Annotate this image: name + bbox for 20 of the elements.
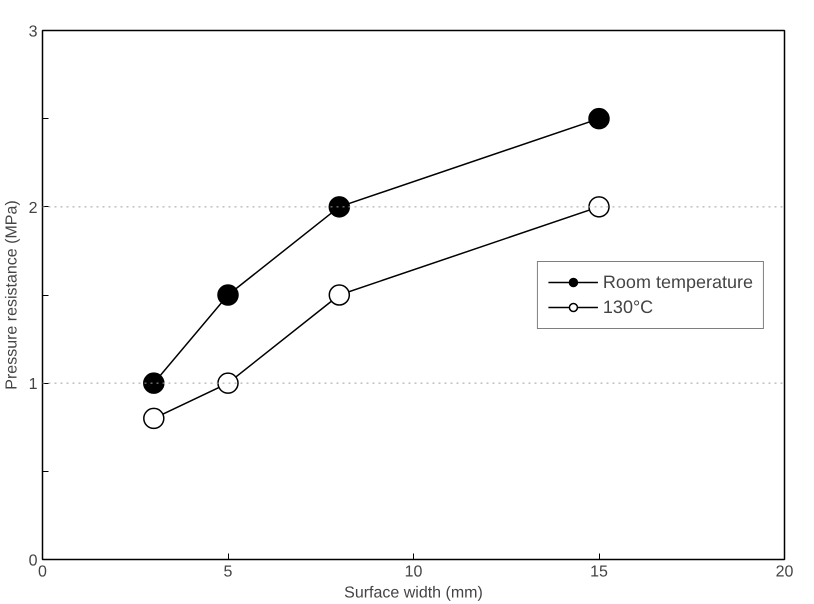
point — [328, 284, 350, 306]
y-tick-label: 0 — [28, 552, 38, 570]
x-tick-label: 10 — [404, 564, 422, 580]
point — [588, 196, 610, 218]
point — [217, 284, 239, 306]
legend-label: Room temperature — [602, 272, 753, 292]
point — [328, 196, 350, 218]
y-axis-title: Pressure resistance (MPa) — [4, 200, 21, 390]
y-tick-label: 2 — [28, 200, 38, 217]
x-tick-label: 5 — [224, 564, 233, 580]
y-tick-label: 1 — [28, 376, 38, 394]
point — [143, 408, 165, 430]
point — [217, 372, 239, 394]
y-tick-label: 3 — [28, 24, 38, 40]
x-tick-label: 20 — [776, 564, 794, 580]
x-axis-title: Surface width (mm) — [344, 584, 483, 602]
point — [143, 372, 165, 394]
point — [588, 108, 610, 130]
legend-label: 130°C — [602, 296, 654, 318]
x-tick-label: 15 — [590, 564, 608, 580]
